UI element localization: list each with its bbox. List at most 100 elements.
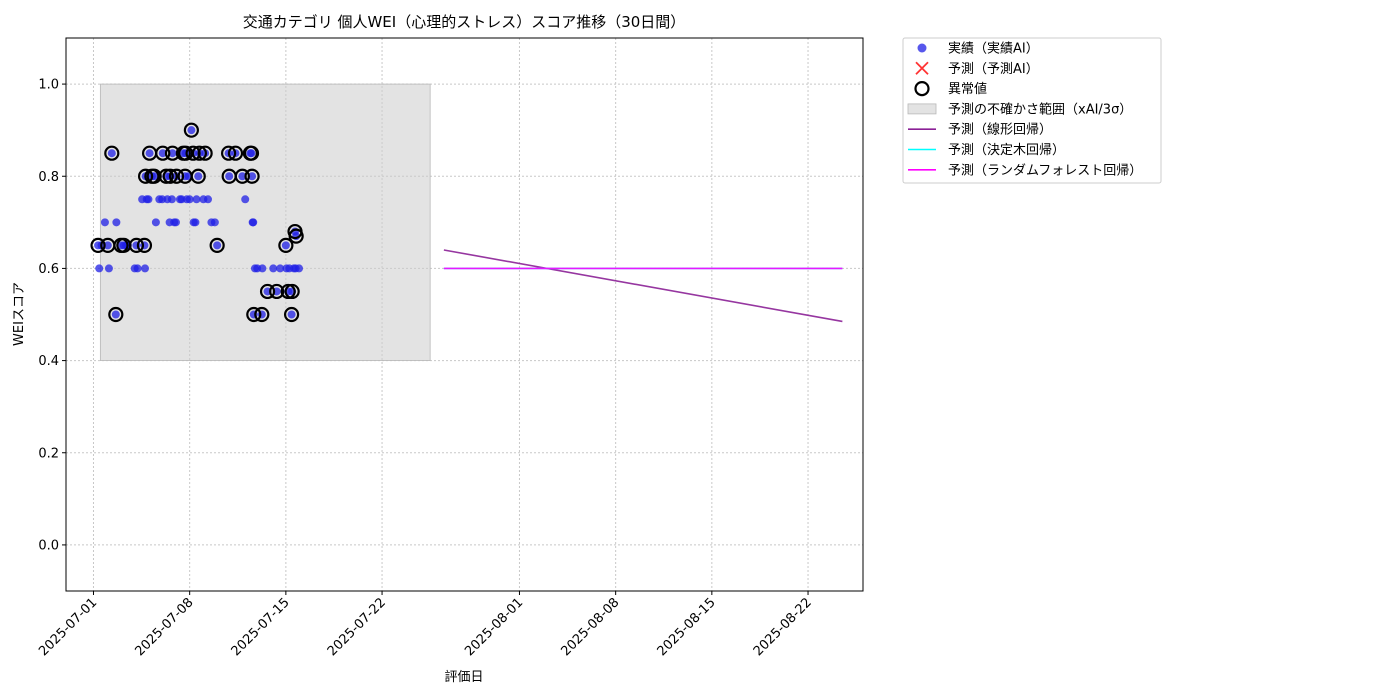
anomaly-point: [283, 306, 300, 323]
data-points: [90, 122, 304, 323]
legend-label: 予測（線形回帰）: [948, 122, 1052, 138]
anomaly-point: [104, 145, 120, 161]
anomaly-point: [168, 168, 185, 184]
actual-point: [241, 195, 250, 204]
actual-point: [269, 264, 278, 273]
actual-point: [103, 241, 112, 250]
anomaly-point: [280, 283, 296, 300]
x-axis: 2025-07-01 2025-07-08 2025-07-15 2025-07-22…: [36, 591, 815, 659]
anomaly-point: [209, 237, 225, 253]
chart-title: 交通カテゴリ 個人WEI（心理的ストレス）スコア推移（30日間）: [243, 13, 686, 31]
anomaly-point: [221, 145, 237, 161]
actual-point: [171, 218, 180, 227]
x-axis-label: 評価日: [444, 670, 483, 685]
anomaly-point: [269, 283, 285, 300]
x-tick-label: 2025-07-01: [36, 595, 100, 659]
actual-point: [151, 218, 160, 227]
anomaly-point: [158, 168, 174, 184]
y-axis-label: WEIスコア: [12, 282, 27, 346]
y-tick-label: 0.4: [38, 354, 59, 369]
legend-marker-anomaly: [914, 80, 930, 97]
anomaly-point: [244, 168, 260, 184]
legend-label: 予測（ランダムフォレスト回帰）: [948, 162, 1142, 178]
anomaly-point: [246, 306, 262, 323]
anomaly-point: [278, 237, 294, 253]
actual-point: [144, 195, 153, 204]
actual-point: [133, 264, 142, 273]
legend-label: 実績（実績AI）: [948, 41, 1039, 57]
anomaly-point: [190, 168, 206, 184]
y-tick-label: 0.0: [38, 538, 59, 553]
legend-marker-predicted: [915, 61, 929, 75]
prediction-lines: [443, 249, 843, 323]
actual-point: [249, 218, 258, 227]
legend-label: 予測（予測AI）: [948, 62, 1039, 77]
actual-point: [112, 218, 121, 227]
anomaly-point: [284, 283, 300, 300]
actual-point: [185, 195, 194, 204]
actual-point: [111, 310, 120, 319]
anomaly-point: [162, 168, 178, 184]
actual-point: [247, 149, 256, 158]
anomaly-point: [234, 168, 250, 184]
anomaly-point: [243, 145, 260, 161]
actual-point: [238, 172, 247, 181]
actual-point: [295, 264, 304, 273]
actual-point: [104, 264, 113, 273]
anomaly-point: [191, 145, 208, 161]
actual-point: [203, 195, 212, 204]
anomaly-point: [288, 228, 304, 244]
actual-point: [167, 195, 176, 204]
actual-point: [158, 149, 167, 158]
actual-point: [192, 195, 201, 204]
x-tick-label: 2025-08-15: [655, 595, 719, 659]
anomaly-point: [259, 283, 276, 300]
anomaly-point: [108, 306, 124, 323]
y-axis: 0.0 0.2 0.4 0.6 0.8 1.0: [38, 78, 66, 553]
prediction-line: [443, 249, 843, 323]
actual-point: [100, 218, 109, 227]
actual-point: [210, 218, 219, 227]
x-tick-label: 2025-08-22: [751, 595, 815, 659]
anomaly-point: [254, 306, 270, 323]
actual-point: [276, 264, 285, 273]
actual-point: [287, 310, 296, 319]
x-tick-label: 2025-07-22: [325, 595, 389, 659]
anomaly-point: [183, 122, 199, 138]
x-tick-label: 2025-07-15: [229, 595, 293, 659]
actual-point: [225, 172, 234, 181]
actual-point: [107, 149, 116, 158]
actual-point: [187, 126, 196, 135]
legend-label: 予測の不確かさ範囲（xAI/3σ）: [948, 101, 1132, 117]
actual-point: [141, 264, 150, 273]
legend-box: [902, 37, 1162, 184]
actual-point: [194, 172, 203, 181]
legend-marker-band: [907, 103, 937, 115]
anomaly-point: [128, 237, 145, 253]
anomaly-point: [155, 145, 171, 161]
legend-marker-actual: [917, 43, 927, 53]
plot-frame: [65, 37, 864, 592]
y-tick-label: 0.6: [38, 262, 59, 277]
actual-point: [248, 172, 257, 181]
anomaly-point: [137, 168, 154, 184]
x-tick-label: 2025-08-01: [462, 595, 526, 659]
y-tick-label: 0.2: [38, 446, 59, 461]
actual-point: [213, 241, 222, 250]
y-tick-label: 0.8: [38, 170, 59, 185]
anomaly-point: [90, 237, 106, 253]
anomaly-point: [227, 145, 244, 161]
actual-point: [281, 241, 290, 250]
legend-label: 異常値: [948, 81, 987, 97]
actual-point: [191, 218, 200, 227]
x-tick-label: 2025-07-08: [132, 595, 196, 659]
actual-point: [95, 264, 104, 273]
x-tick-label: 2025-08-08: [558, 595, 622, 659]
legend-label: 予測（決定木回帰）: [948, 142, 1065, 158]
y-tick-label: 1.0: [38, 78, 59, 93]
actual-point: [258, 264, 267, 273]
actual-point: [168, 149, 177, 158]
actual-point: [145, 149, 154, 158]
